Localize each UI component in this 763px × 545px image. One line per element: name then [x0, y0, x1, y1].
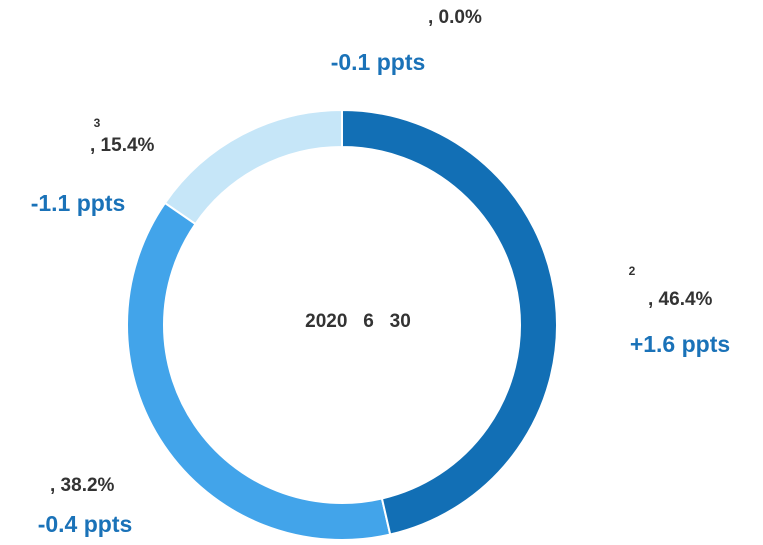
value-label: , 46.4%	[648, 289, 713, 310]
value-label: , 0.0%	[428, 7, 482, 28]
change-label: -0.4 ppts	[38, 511, 133, 537]
footnote-mark: 2	[629, 264, 636, 278]
center-label: 2020 6 30	[305, 311, 411, 332]
value-label: , 38.2%	[50, 475, 115, 496]
donut-slice	[163, 108, 343, 226]
change-label: -1.1 ppts	[31, 190, 126, 216]
change-label: +1.6 ppts	[630, 331, 730, 357]
donut-slice	[126, 201, 392, 541]
donut-slice	[341, 108, 558, 536]
change-label: -0.1 ppts	[331, 49, 426, 75]
value-label: , 15.4%	[90, 135, 155, 156]
footnote-mark: 3	[94, 116, 101, 130]
